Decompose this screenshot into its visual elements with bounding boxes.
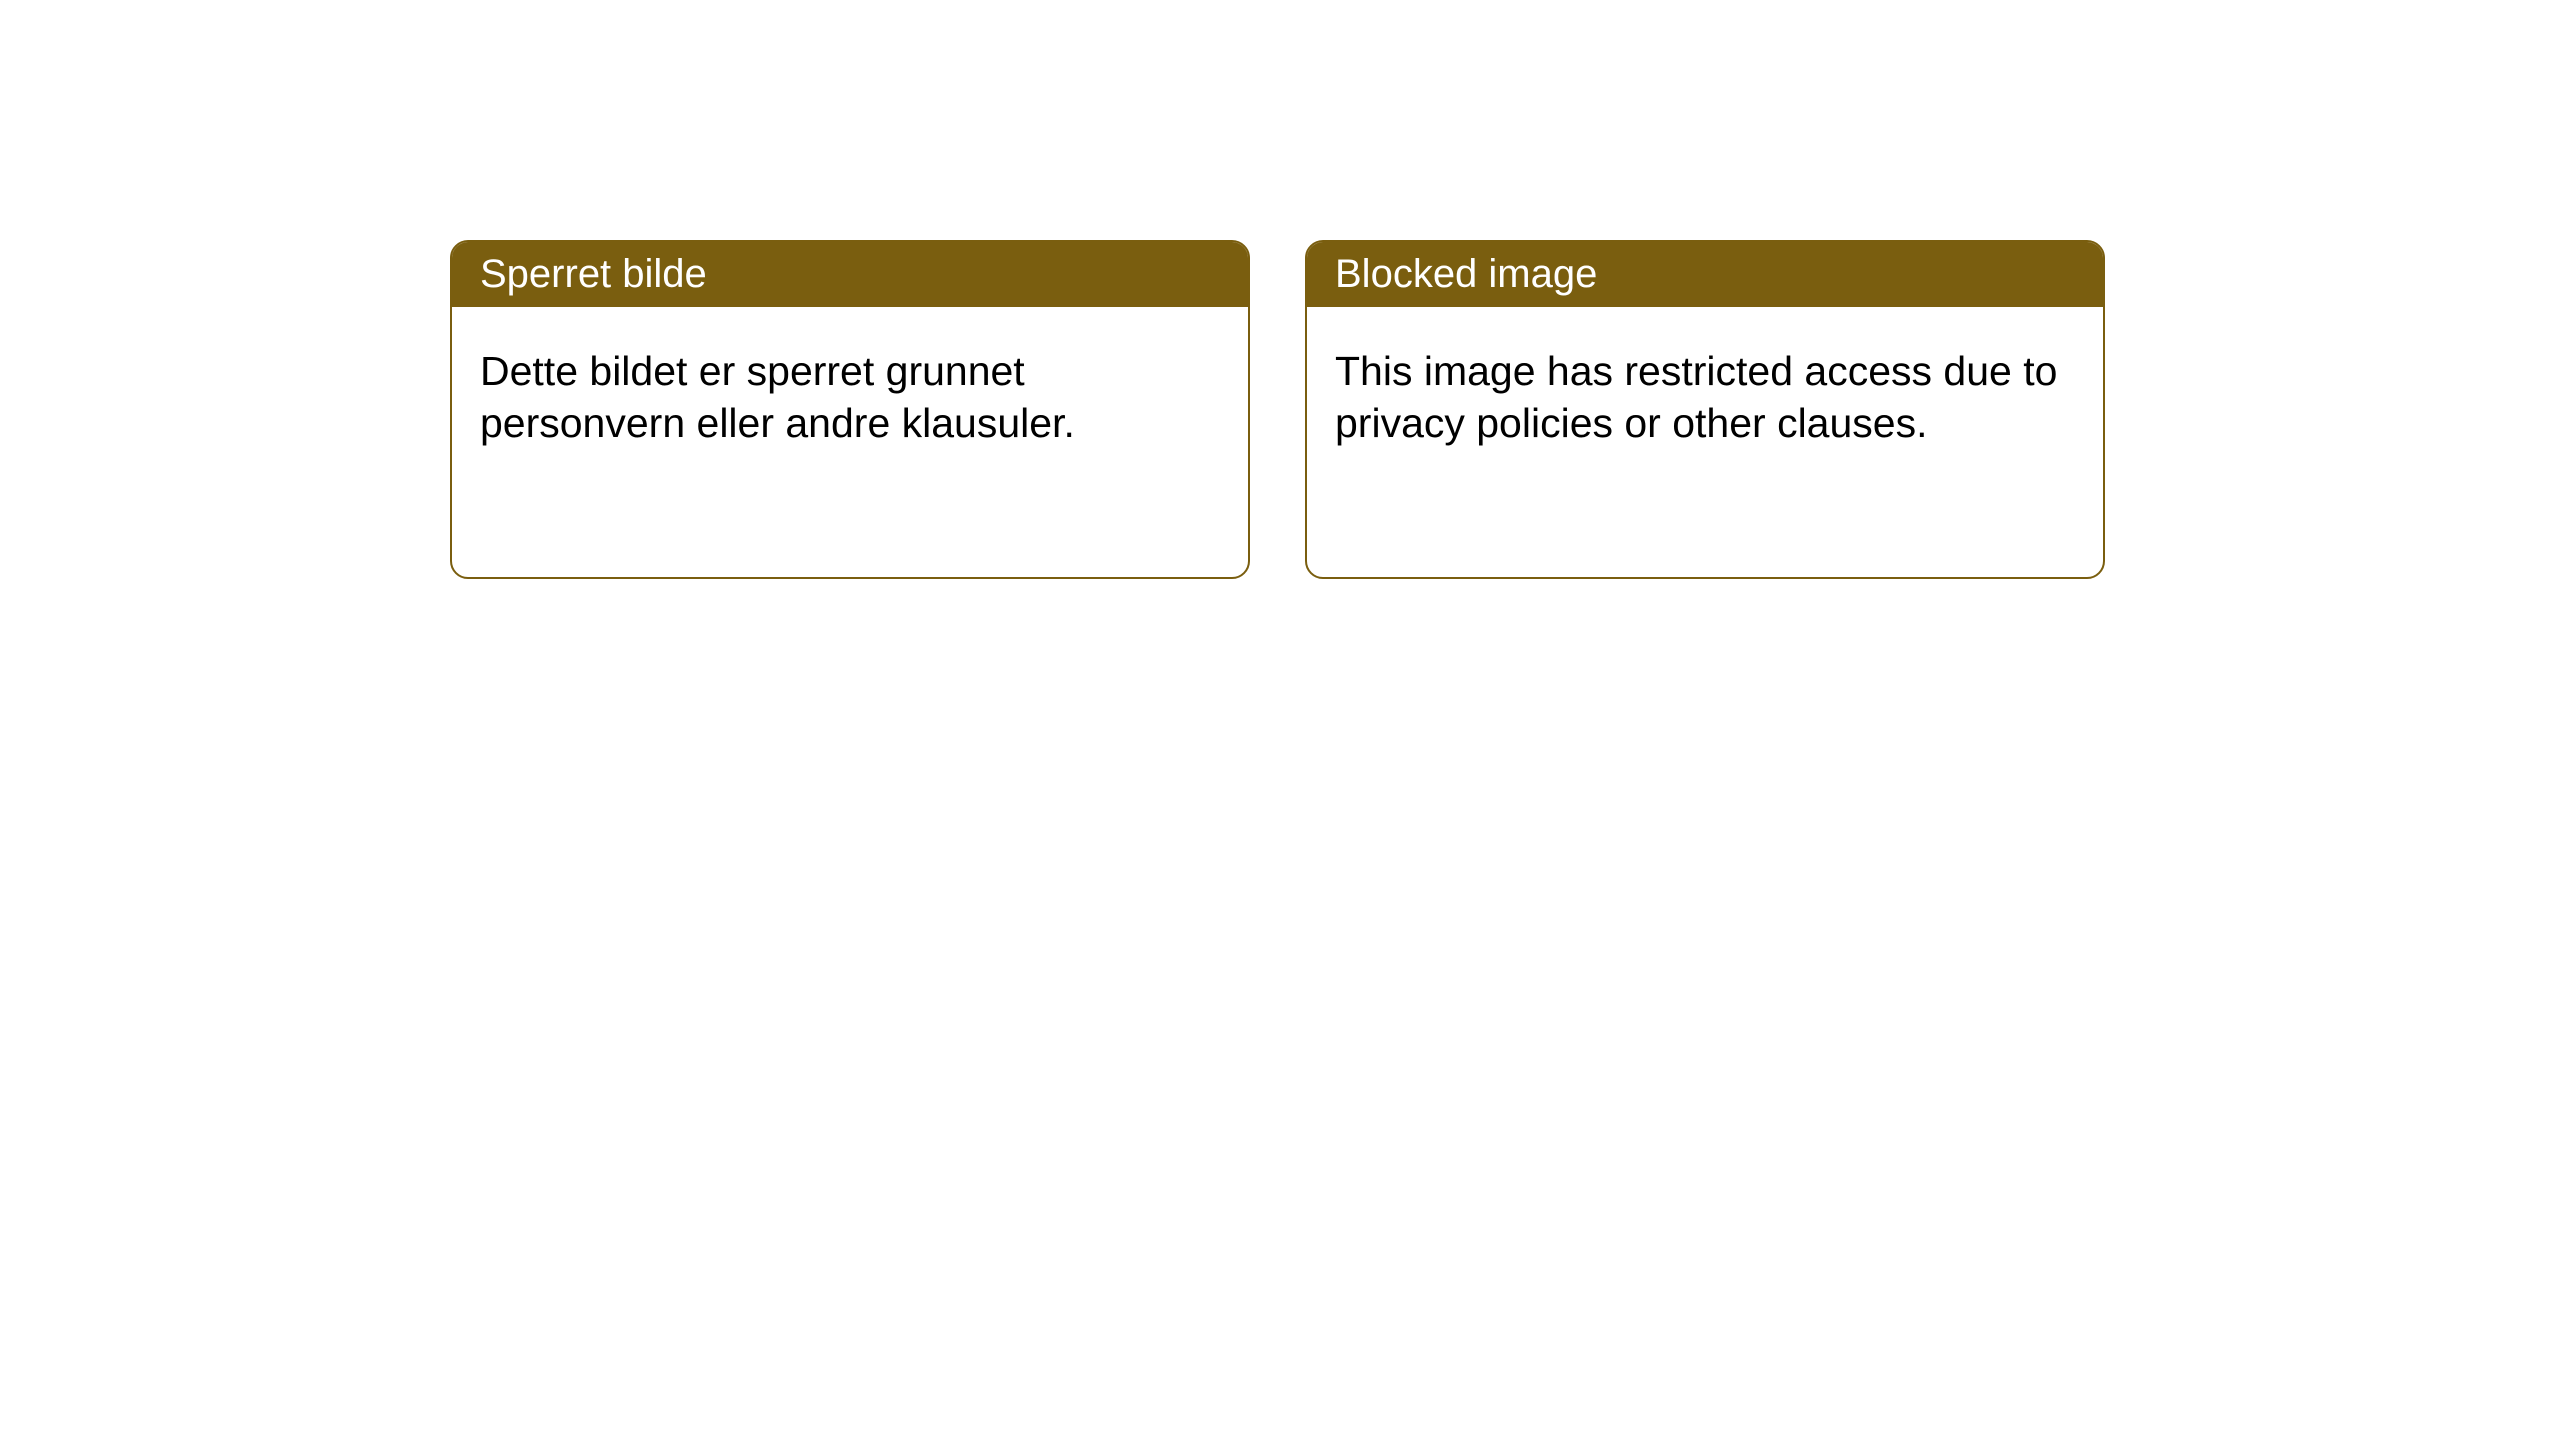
notice-header: Blocked image [1307,242,2103,307]
notice-container: Sperret bilde Dette bildet er sperret gr… [450,240,2105,579]
notice-header: Sperret bilde [452,242,1248,307]
notice-text: Dette bildet er sperret grunnet personve… [480,348,1075,446]
notice-text: This image has restricted access due to … [1335,348,2057,446]
notice-title: Blocked image [1335,252,1597,296]
notice-body: Dette bildet er sperret grunnet personve… [452,307,1248,577]
notice-title: Sperret bilde [480,252,707,296]
notice-card-english: Blocked image This image has restricted … [1305,240,2105,579]
notice-body: This image has restricted access due to … [1307,307,2103,577]
notice-card-norwegian: Sperret bilde Dette bildet er sperret gr… [450,240,1250,579]
